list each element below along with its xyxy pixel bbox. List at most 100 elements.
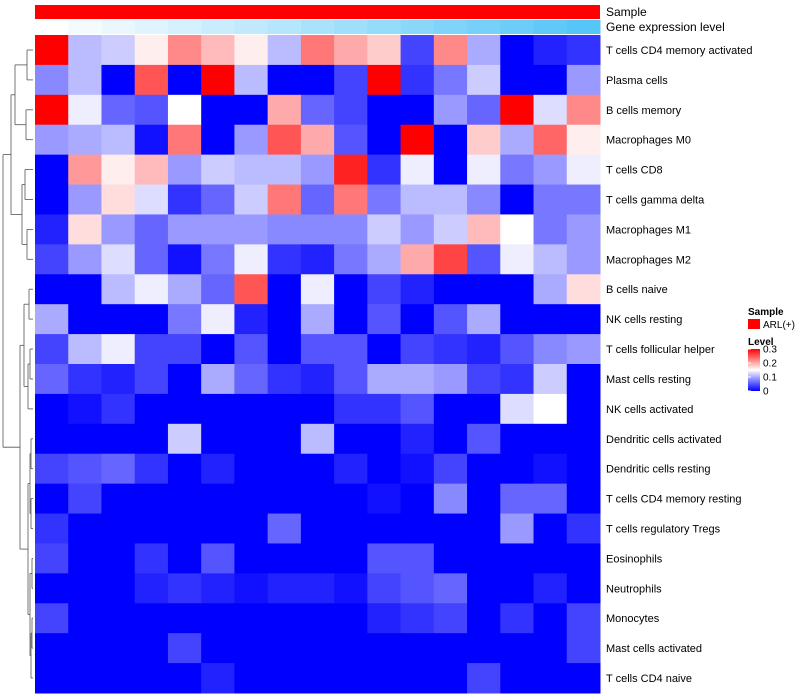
heatmap-cell xyxy=(334,513,368,544)
heatmap-cell xyxy=(101,184,136,215)
heatmap-cell xyxy=(367,393,402,425)
heatmap-cell xyxy=(267,543,302,574)
heatmap-cell xyxy=(101,573,136,604)
row-labels: T cells CD4 memory activated Plasma cells… xyxy=(606,45,753,685)
heatmap-cell xyxy=(267,573,302,604)
row-label: T cells CD8 xyxy=(606,165,663,177)
heatmap-cell xyxy=(467,633,501,664)
heatmap-cell xyxy=(267,334,302,365)
heatmap-cell xyxy=(300,274,335,305)
heatmap-cell xyxy=(566,603,601,634)
heatmap-cell xyxy=(201,364,235,395)
heatmap-cell xyxy=(533,244,568,275)
heatmap-cell xyxy=(533,633,568,664)
heatmap-cell xyxy=(134,393,169,425)
heatmap-cell xyxy=(234,543,269,574)
heatmap-cell xyxy=(68,513,102,544)
heatmap-cell xyxy=(234,154,269,186)
gene-expression-cell xyxy=(201,20,235,34)
heatmap-cell xyxy=(367,304,402,335)
heatmap-cell xyxy=(167,184,202,215)
heatmap-cell xyxy=(134,543,169,574)
gene-expression-cell xyxy=(334,20,368,34)
heatmap-cell xyxy=(367,603,402,634)
heatmap-cell xyxy=(334,393,368,425)
heatmap-cell xyxy=(101,94,136,126)
annotation-label-gene-expression: Gene expression level xyxy=(606,20,725,34)
heatmap-cell xyxy=(367,184,402,215)
heatmap-cell xyxy=(267,35,302,66)
heatmap-cell xyxy=(201,573,235,604)
row-label: T cells CD4 memory activated xyxy=(606,45,753,57)
heatmap-cell xyxy=(400,513,435,544)
heatmap-cell xyxy=(35,663,69,694)
heatmap-cell xyxy=(167,124,202,156)
heatmap-cell xyxy=(367,483,402,515)
heatmap-cell xyxy=(234,633,269,664)
heatmap-cell xyxy=(500,35,535,66)
heatmap-cell xyxy=(68,154,102,186)
heatmap-cell xyxy=(433,214,468,245)
row-label: T cells CD4 memory resting xyxy=(606,494,742,506)
heatmap-cell xyxy=(68,663,102,694)
heatmap-cell xyxy=(566,423,601,455)
heatmap-cell xyxy=(533,423,568,455)
heatmap-cell xyxy=(101,543,136,574)
heatmap-cell xyxy=(400,603,435,634)
heatmap-cell xyxy=(533,364,568,395)
heatmap-cell xyxy=(400,184,435,215)
heatmap-cell xyxy=(167,393,202,425)
heatmap-cell xyxy=(533,334,568,365)
heatmap-cell xyxy=(533,603,568,634)
heatmap-cell xyxy=(500,64,535,96)
heatmap-cell xyxy=(234,94,269,126)
heatmap-cell xyxy=(334,573,368,604)
heatmap-cell xyxy=(201,304,235,335)
heatmap-cell xyxy=(566,453,601,485)
heatmap-cell xyxy=(500,274,535,305)
heatmap-cell xyxy=(267,94,302,126)
heatmap-cell xyxy=(35,304,69,335)
heatmap-cell xyxy=(300,244,335,275)
heatmap-cell xyxy=(134,244,169,275)
heatmap-cell xyxy=(167,663,202,694)
sample-annotation-bar xyxy=(35,5,600,19)
heatmap-cell xyxy=(300,453,335,485)
heatmap-cell xyxy=(500,633,535,664)
heatmap-cell xyxy=(533,124,568,156)
heatmap-cell xyxy=(68,184,102,215)
heatmap-cell xyxy=(134,573,169,604)
heatmap-cell xyxy=(433,64,468,96)
heatmap-cell xyxy=(134,633,169,664)
heatmap-cell xyxy=(267,214,302,245)
heatmap-cell xyxy=(467,244,501,275)
heatmap-cell xyxy=(467,543,501,574)
heatmap-cell xyxy=(566,663,601,694)
heatmap-cell xyxy=(300,94,335,126)
heatmap-cell xyxy=(400,453,435,485)
heatmap-cell xyxy=(35,244,69,275)
heatmap-cell xyxy=(35,64,69,96)
heatmap-cell xyxy=(167,94,202,126)
heatmap-cell xyxy=(234,453,269,485)
row-label: Macrophages M0 xyxy=(606,135,691,147)
heatmap-cell xyxy=(35,633,69,664)
heatmap-cell xyxy=(367,214,402,245)
heatmap-cell xyxy=(533,35,568,66)
heatmap-cell xyxy=(68,124,102,156)
heatmap-cell xyxy=(533,483,568,515)
heatmap-cell xyxy=(467,453,501,485)
heatmap-cell xyxy=(400,573,435,604)
heatmap-cell xyxy=(267,244,302,275)
heatmap-cell xyxy=(566,573,601,604)
legend: Sample ARL(+) Level 0.3 0.2 0.1 0 xyxy=(748,307,795,398)
heatmap-cell xyxy=(400,393,435,425)
heatmap-cell xyxy=(467,304,501,335)
heatmap-cell xyxy=(167,573,202,604)
heatmap-cell xyxy=(533,154,568,186)
heatmap-cell xyxy=(167,633,202,664)
heatmap-cell xyxy=(500,124,535,156)
heatmap-cell xyxy=(35,334,69,365)
heatmap-cell xyxy=(167,453,202,485)
heatmap-cell xyxy=(201,633,235,664)
